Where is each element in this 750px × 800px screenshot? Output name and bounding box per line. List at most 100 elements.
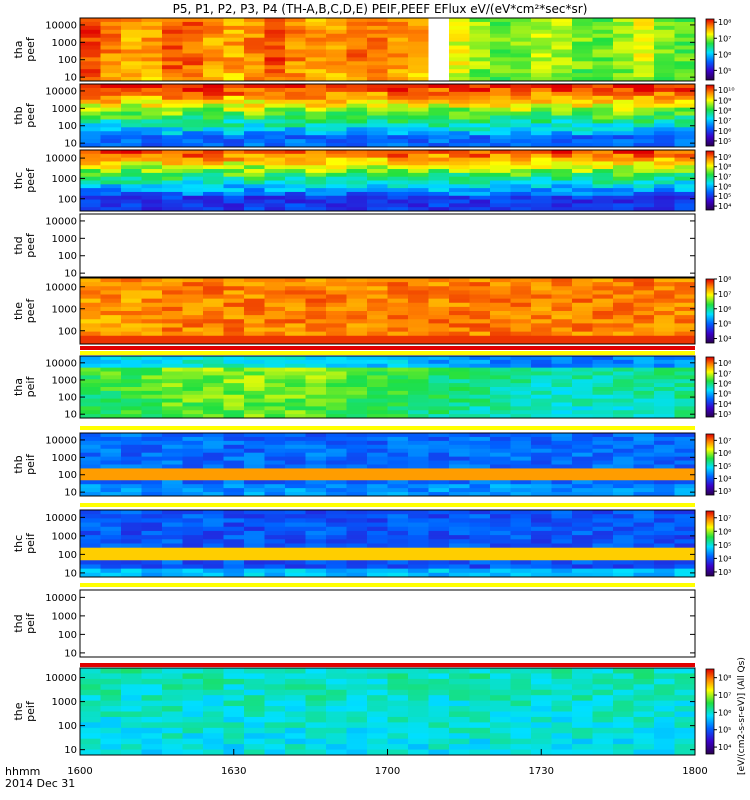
- heatmap-cell: [449, 749, 470, 756]
- heatmap-cell: [387, 61, 409, 66]
- heatmap-cell: [387, 311, 409, 316]
- heatmap-cell: [674, 456, 696, 462]
- heatmap-cell: [613, 41, 634, 47]
- heatmap-cell: [674, 282, 696, 287]
- heatmap-cell: [613, 406, 634, 411]
- heatmap-cell: [551, 738, 573, 745]
- heatmap-cell: [203, 539, 224, 544]
- heatmap-cell: [100, 53, 122, 58]
- heatmap-cell: [510, 711, 532, 718]
- heatmap-cell: [654, 139, 675, 144]
- heatmap-cell: [346, 311, 368, 316]
- heatmap-cell: [613, 311, 634, 316]
- heatmap-cell: [223, 188, 245, 193]
- heatmap-cell: [408, 131, 429, 136]
- heatmap-cell: [305, 298, 327, 304]
- heatmap-cell: [367, 363, 388, 369]
- heatmap-cell: [182, 323, 204, 329]
- heatmap-cell: [531, 161, 552, 166]
- heatmap-cell: [408, 119, 429, 124]
- ytick-label: 100: [58, 630, 77, 641]
- heatmap-cell: [244, 452, 265, 458]
- heatmap-cell: [449, 61, 470, 66]
- heatmap-cell: [592, 722, 614, 729]
- heatmap-cell: [182, 73, 204, 78]
- heatmap-cell: [80, 410, 101, 415]
- heatmap-cell: [203, 572, 224, 578]
- heatmap-cell: [531, 733, 552, 740]
- heatmap-cell: [141, 33, 163, 39]
- heatmap-cell: [223, 673, 245, 680]
- heatmap-cell: [162, 191, 183, 197]
- heatmap-cell: [592, 84, 614, 89]
- heatmap-cell: [592, 359, 614, 365]
- heatmap-cell: [387, 738, 409, 745]
- heatmap-cell: [654, 294, 675, 300]
- heatmap-cell: [182, 180, 204, 185]
- heatmap-cell: [100, 302, 122, 308]
- heatmap-cell: [121, 172, 142, 178]
- heatmap-cell: [367, 57, 388, 62]
- heatmap-cell: [80, 18, 101, 23]
- heatmap-cell: [592, 25, 614, 31]
- heatmap-cell: [203, 25, 224, 31]
- heatmap-cell: [223, 414, 245, 419]
- heatmap-cell: [121, 302, 142, 308]
- heatmap-cell: [305, 379, 327, 384]
- heatmap-cell: [346, 564, 368, 570]
- heatmap-cell: [346, 476, 368, 481]
- heatmap-cell: [285, 464, 306, 469]
- heatmap-cell: [223, 689, 245, 696]
- heatmap-cell: [203, 315, 224, 320]
- heatmap-cell: [326, 278, 347, 283]
- heatmap-cell: [326, 282, 347, 287]
- heatmap-cell: [141, 131, 163, 136]
- heatmap-cell: [490, 488, 511, 493]
- heatmap-cell: [531, 359, 552, 365]
- heatmap-cell: [428, 547, 450, 553]
- heatmap-cell: [510, 356, 532, 361]
- heatmap-cell: [572, 139, 593, 144]
- heatmap-cell: [305, 123, 327, 128]
- heatmap-cell: [326, 150, 347, 155]
- heatmap-cell: [326, 379, 347, 384]
- heatmap-cell: [387, 695, 409, 702]
- heatmap-cell: [387, 684, 409, 691]
- heatmap-cell: [305, 323, 327, 329]
- heatmap-cell: [162, 111, 183, 116]
- heatmap-cell: [490, 290, 511, 296]
- colorbar-tick-label: 10⁹: [718, 96, 731, 105]
- heatmap-cell: [203, 371, 224, 376]
- heatmap-cell: [613, 678, 634, 685]
- heatmap-cell: [121, 359, 142, 365]
- heatmap-cell: [551, 203, 573, 208]
- heatmap-cell: [469, 488, 491, 493]
- heatmap-cell: [367, 510, 388, 515]
- heatmap-cell: [305, 165, 327, 170]
- heatmap-cell: [408, 510, 429, 515]
- heatmap-cell: [428, 21, 450, 27]
- heatmap-cell: [654, 315, 675, 320]
- heatmap-cell: [654, 572, 675, 578]
- heatmap-cell: [592, 398, 614, 404]
- heatmap-cell: [469, 379, 491, 384]
- heatmap-cell: [346, 203, 368, 208]
- heatmap-cell: [100, 278, 122, 283]
- heatmap-cell: [592, 115, 614, 120]
- heatmap-cell: [80, 440, 101, 446]
- heatmap-cell: [100, 684, 122, 691]
- heatmap-cell: [654, 84, 675, 89]
- heatmap-cell: [613, 448, 634, 454]
- heatmap-cell: [264, 402, 286, 407]
- heatmap-cell: [367, 492, 388, 497]
- heatmap-cell: [305, 700, 327, 707]
- heatmap-cell: [203, 367, 224, 373]
- heatmap-cell: [551, 406, 573, 411]
- heatmap-cell: [182, 530, 204, 536]
- heatmap-cell: [633, 684, 655, 691]
- heatmap-cell: [387, 476, 409, 481]
- heatmap-cell: [510, 433, 532, 438]
- heatmap-cell: [141, 464, 163, 469]
- heatmap-cell: [264, 436, 286, 442]
- heatmap-cell: [244, 65, 265, 70]
